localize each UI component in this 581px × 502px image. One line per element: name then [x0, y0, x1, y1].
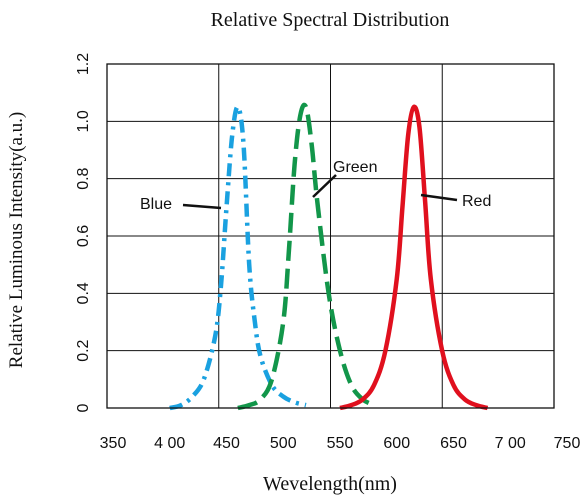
series-green-line	[237, 102, 376, 411]
x-tick-label: 650	[440, 435, 467, 452]
annotation-blue-label: Blue	[140, 196, 172, 213]
annotation-green-label: Green	[333, 159, 377, 176]
x-tick-label: 350	[100, 435, 127, 452]
y-tick-label: 1.2	[75, 53, 92, 75]
y-tick-label: 0	[75, 403, 92, 412]
y-tick-labels: 0 0.2 0.4 0.6 0.8 1.0 1.2	[75, 53, 92, 413]
series-lines	[169, 102, 489, 411]
x-tick-label: 450	[213, 435, 240, 452]
chart-title: Relative Spectral Distribution	[211, 9, 450, 31]
x-tick-label: 750	[554, 435, 581, 452]
series-red-line	[339, 104, 489, 411]
y-tick-label: 0.8	[75, 167, 92, 189]
x-axis-label: Wevelength(nm)	[263, 473, 397, 495]
series-blue-line	[169, 104, 307, 411]
x-tick-labels: 350 4 00 450 500 550 600 650 7 00 750	[100, 435, 581, 452]
y-tick-label: 1.0	[75, 110, 92, 132]
series-annotations: Blue Green Red	[140, 159, 491, 213]
y-tick-label: 0.6	[75, 225, 92, 247]
y-axis-label: Relative Luminous Intensity(a.u.)	[6, 112, 27, 368]
x-tick-label: 550	[327, 435, 354, 452]
annotation-red-leader	[420, 193, 458, 202]
annotation-green-leader	[312, 174, 337, 198]
y-tick-label: 0.2	[75, 339, 92, 361]
x-tick-label: 4 00	[154, 435, 185, 452]
plot-frame	[106, 63, 555, 409]
y-tick-label: 0.4	[75, 282, 92, 304]
x-tick-label: 500	[270, 435, 297, 452]
grid	[107, 64, 554, 408]
x-tick-label: 600	[383, 435, 410, 452]
x-tick-label: 7 00	[495, 435, 526, 452]
annotation-blue-leader	[182, 203, 222, 210]
annotation-red-label: Red	[462, 193, 491, 210]
